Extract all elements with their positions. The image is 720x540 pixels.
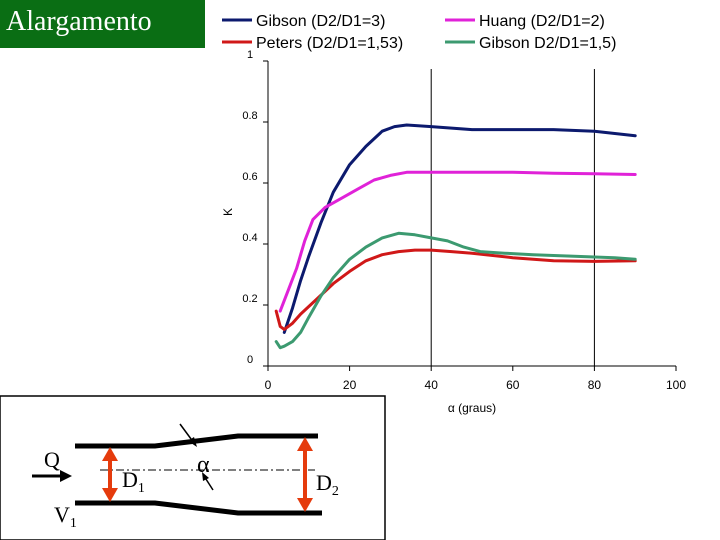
d1-arrowhead-bottom: [102, 488, 118, 502]
angle-pointer-upper-head: [188, 437, 197, 447]
x-tick-label-4: 80: [588, 378, 602, 392]
axes: 0 20 40 60 80 100 0 0.2 0.4 0.6 0.8 1 α (graus) K: [221, 49, 686, 415]
y-axis-label: K: [221, 208, 235, 216]
d1-arrowhead-top: [102, 447, 118, 461]
d2-arrowhead-bottom: [297, 498, 313, 512]
legend-label-2: Peters (D2/D1=1,53): [256, 35, 403, 52]
series-lines: [274, 123, 637, 350]
y-tick-label-2: 0.4: [242, 232, 257, 244]
label-alpha: α: [197, 452, 210, 478]
angle-pointer-lower-head: [202, 472, 209, 481]
x-tick-label-3: 60: [506, 378, 520, 392]
series-line-0: [282, 123, 637, 334]
x-tick-label-1: 20: [343, 378, 357, 392]
y-tick-label-4: 0.8: [242, 110, 257, 122]
legend-label-3: Gibson D2/D1=1,5): [479, 35, 616, 52]
slide-title: Alargamento: [6, 6, 152, 37]
x-tick-label-2: 40: [425, 378, 439, 392]
diagram-frame: [0, 395, 386, 540]
label-d2: D2: [316, 470, 339, 499]
pipe-lower-wall: [75, 500, 322, 516]
legend-label-0: Gibson (D2/D1=3): [256, 13, 385, 30]
label-d1: D1: [122, 467, 145, 496]
label-q: Q: [44, 447, 60, 472]
d2-arrowhead-top: [297, 437, 313, 451]
y-tick-label-0: 0: [247, 354, 253, 366]
y-tick-label-3: 0.6: [242, 171, 257, 183]
y-tick-label-1: 0.2: [242, 293, 257, 305]
x-tick-label-5: 100: [666, 378, 686, 392]
x-axis-label: α (graus): [448, 401, 496, 415]
pipe-upper-wall: [75, 433, 318, 449]
series-line-1: [278, 170, 637, 313]
series-line-2: [274, 248, 637, 331]
x-tick-label-0: 0: [265, 378, 272, 392]
label-v1: V1: [54, 502, 77, 531]
flow-arrowhead: [60, 470, 72, 482]
title-banner: Alargamento: [0, 0, 205, 48]
y-tick-label-5: 1: [247, 49, 253, 61]
legend: Gibson (D2/D1=3) Huang (D2/D1=2) Peters (D…: [222, 13, 616, 52]
series-line-3: [274, 231, 637, 350]
enlargement-diagram: Q V1 D1 α D2: [0, 395, 386, 540]
legend-label-1: Huang (D2/D1=2): [479, 13, 605, 30]
